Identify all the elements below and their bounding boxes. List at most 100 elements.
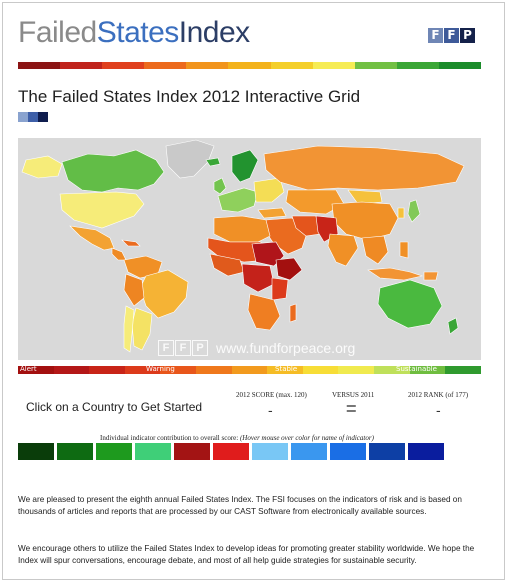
- watermark-letter: P: [192, 340, 208, 356]
- indicator-swatch-9[interactable]: [330, 443, 366, 460]
- header-bar-segment-5: [186, 62, 229, 69]
- indicator-swatch-10[interactable]: [369, 443, 405, 460]
- header-bar-segment-10: [396, 62, 439, 69]
- region-western-europe[interactable]: [217, 187, 259, 213]
- indicator-swatch-8[interactable]: [291, 443, 327, 460]
- scale-segment-7: [231, 366, 268, 374]
- country-argentina[interactable]: [131, 307, 153, 351]
- logo-word-index: Index: [178, 16, 250, 49]
- region-southeast-asia[interactable]: [361, 235, 389, 265]
- indicator-hint: (Hover mouse over color for name of indi…: [239, 434, 374, 442]
- intro-paragraph-1: We are pleased to present the eighth ann…: [18, 495, 462, 516]
- region-west-africa[interactable]: [209, 253, 245, 277]
- region-scandinavia[interactable]: [231, 149, 259, 183]
- country-madagascar[interactable]: [289, 303, 297, 323]
- scale-segment-5: [160, 366, 197, 374]
- header-bar-segment-9: [354, 62, 397, 69]
- indicator-title-text: Individual indicator contribution to ove…: [100, 434, 239, 442]
- country-greenland[interactable]: [165, 139, 215, 179]
- indicator-swatch-6[interactable]: [213, 443, 249, 460]
- region-central-asia[interactable]: [285, 189, 345, 215]
- indicator-title: Individual indicator contribution to ove…: [100, 434, 374, 442]
- world-map-svg[interactable]: [18, 138, 481, 360]
- scale-label-sustainable: Sustainable: [396, 365, 437, 373]
- scale-label-warning: Warning: [146, 365, 175, 373]
- watermark-letter: F: [175, 340, 191, 356]
- header-bar-segment-3: [102, 62, 145, 69]
- scale-label-stable: Stable: [275, 365, 298, 373]
- region-central-america[interactable]: [111, 247, 127, 261]
- header-bar-segment-8: [312, 62, 355, 69]
- header-bar-segment-2: [60, 62, 103, 69]
- ffp-letter: P: [460, 28, 475, 43]
- region-horn-of-africa[interactable]: [275, 257, 303, 281]
- country-peru-bolivia[interactable]: [123, 273, 145, 307]
- country-mexico[interactable]: [69, 225, 115, 251]
- title-swatch-3: [38, 112, 48, 122]
- region-central-africa[interactable]: [241, 263, 275, 293]
- scale-segment-1: [18, 366, 54, 374]
- country-japan[interactable]: [407, 199, 421, 223]
- scale-segment-4: [124, 366, 161, 374]
- region-indonesia[interactable]: [367, 267, 424, 281]
- country-new-zealand[interactable]: [447, 317, 459, 335]
- country-iceland[interactable]: [205, 157, 221, 167]
- world-map[interactable]: [18, 138, 481, 360]
- scale-segment-3: [89, 366, 125, 374]
- rank-header: 2012 RANK (of 177): [408, 391, 469, 399]
- indicator-swatch-4[interactable]: [135, 443, 171, 460]
- indicator-swatch-7[interactable]: [252, 443, 288, 460]
- scale-segment-11: [374, 366, 410, 374]
- title-swatch-2: [28, 112, 38, 122]
- country-mongolia[interactable]: [347, 189, 383, 205]
- region-north-africa[interactable]: [213, 215, 271, 243]
- country-philippines[interactable]: [399, 241, 409, 259]
- country-australia[interactable]: [377, 279, 443, 329]
- header-bar-segment-6: [228, 62, 271, 69]
- country-india[interactable]: [327, 233, 359, 267]
- country-iran[interactable]: [291, 215, 321, 237]
- header-bar-segment-4: [144, 62, 187, 69]
- country-papua-new-guinea[interactable]: [423, 271, 439, 281]
- indicator-swatch-5[interactable]: [174, 443, 210, 460]
- indicator-swatch-3[interactable]: [96, 443, 132, 460]
- title-color-swatches: [18, 112, 48, 122]
- intro-paragraph-2: We encourage others to utilize the Faile…: [18, 544, 475, 565]
- region-east-africa[interactable]: [271, 277, 289, 301]
- rank-value: -: [436, 402, 441, 418]
- region-caribbean[interactable]: [121, 239, 141, 247]
- scale-label-alert: Alert: [20, 365, 37, 373]
- scale-segment-10: [338, 366, 375, 374]
- country-canada[interactable]: [61, 149, 165, 193]
- map-watermark: F F P www.fundforpeace.org: [158, 340, 355, 356]
- country-uk-ireland[interactable]: [213, 177, 227, 195]
- score-scale-bar: [18, 366, 481, 374]
- indicator-swatch-row[interactable]: [18, 443, 444, 460]
- header-bar-segment-11: [438, 62, 482, 69]
- country-russia[interactable]: [263, 145, 465, 191]
- versus-header: VERSUS 2011: [332, 391, 375, 399]
- region-southern-africa[interactable]: [247, 293, 281, 331]
- watermark-letter: F: [158, 340, 174, 356]
- country-korea[interactable]: [397, 207, 405, 219]
- ffp-letter: F: [428, 28, 443, 43]
- versus-value: =: [346, 399, 357, 419]
- country-usa[interactable]: [59, 191, 145, 229]
- site-logo[interactable]: FailedStatesIndex: [18, 16, 250, 50]
- country-chile[interactable]: [123, 305, 135, 353]
- country-brazil[interactable]: [139, 269, 189, 319]
- indicator-swatch-2[interactable]: [57, 443, 93, 460]
- country-china[interactable]: [331, 201, 399, 241]
- indicator-swatch-11[interactable]: [408, 443, 444, 460]
- country-turkey[interactable]: [257, 207, 287, 219]
- scale-segment-6: [196, 366, 232, 374]
- country-alaska-usa[interactable]: [21, 155, 63, 179]
- indicator-swatch-1[interactable]: [18, 443, 54, 460]
- page-title: The Failed States Index 2012 Interactive…: [18, 87, 361, 106]
- score-scale-labels: Alert Warning Stable Sustainable: [18, 365, 481, 375]
- scale-segment-13: [445, 366, 481, 374]
- ffp-logo-badge[interactable]: F F P: [428, 28, 475, 43]
- logo-word-states: States: [96, 16, 180, 49]
- get-started-prompt: Click on a Country to Get Started: [26, 400, 203, 414]
